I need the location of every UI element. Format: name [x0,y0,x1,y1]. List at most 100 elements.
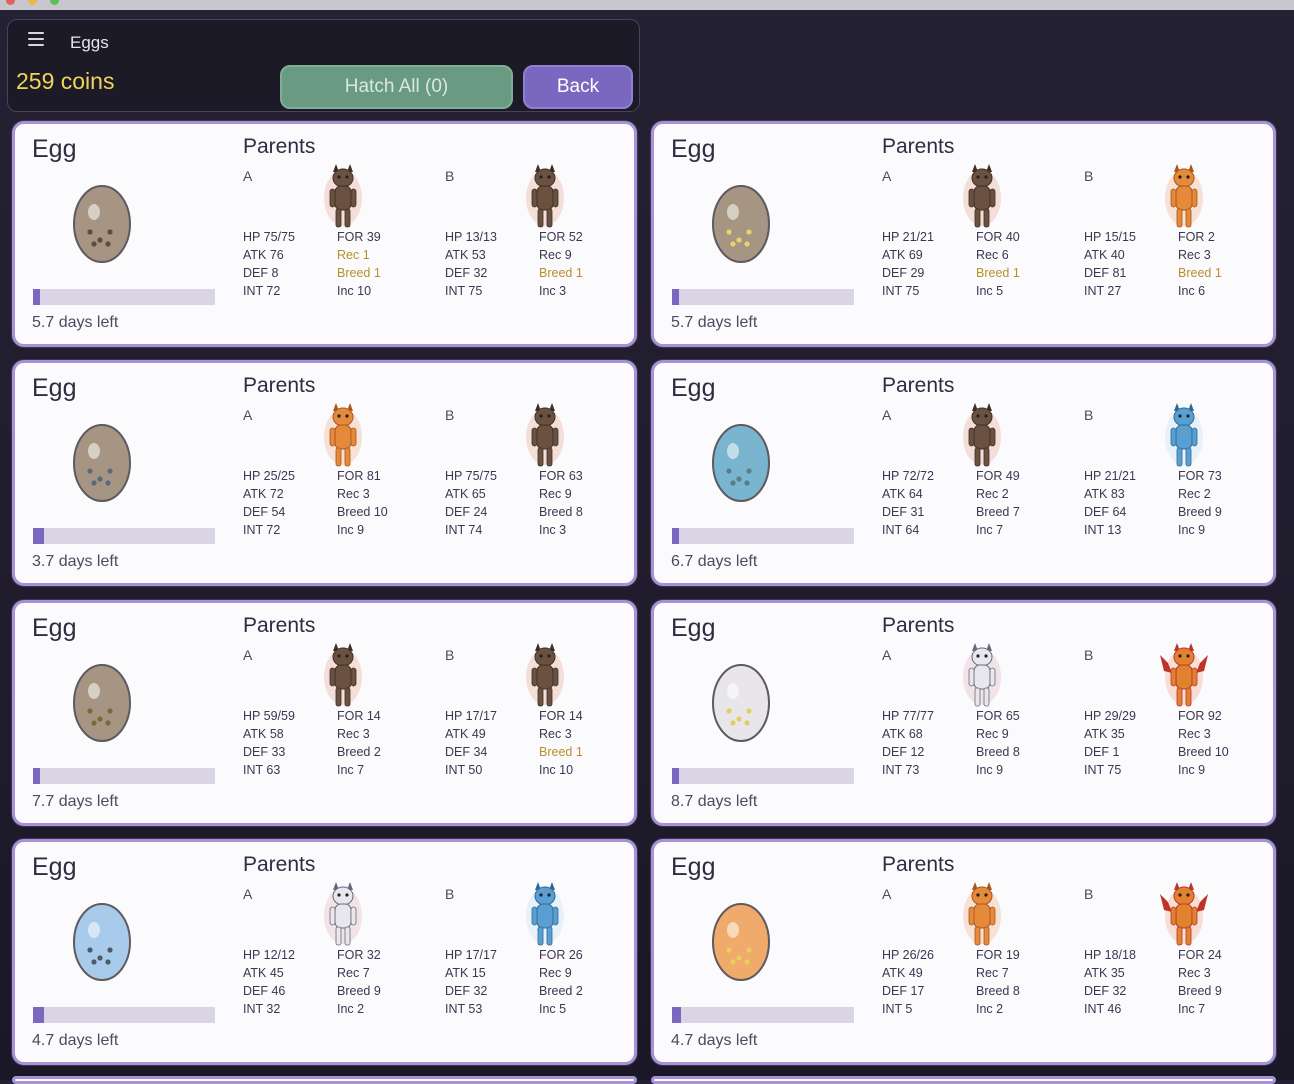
egg-card[interactable]: Egg 8.7 days left Parents A HP 77/77 ATK 68… [651,600,1276,826]
creature-icon[interactable] [521,880,569,950]
egg-icon [70,419,134,503]
stat-value: 8 [271,266,279,280]
creature-icon[interactable] [319,401,367,471]
stat-label: Rec [539,966,565,980]
stat-value: 17 [910,984,925,998]
stat-value: 9 [996,763,1004,777]
stat-value: 9 [1001,727,1009,741]
parent-a-label: A [882,886,892,902]
stat-label: Breed [337,984,374,998]
stat-breed: Breed 2 [539,984,583,998]
egg-title: Egg [671,135,716,163]
creature-icon[interactable] [958,641,1006,711]
stat-value: 3 [564,727,572,741]
stat-value: 49 [908,966,923,980]
maximize-window-button[interactable] [50,0,59,5]
egg-card[interactable]: Egg 3.7 days left Parents A HP 25/25 ATK 72… [12,360,637,586]
stat-label: Inc [539,284,560,298]
stat-value: 29/29 [1104,709,1136,723]
stat-atk: ATK 76 [243,248,284,262]
stat-label: Inc [337,284,358,298]
stat-for: FOR 14 [539,709,583,723]
stat-label: Breed [337,505,374,519]
creature-icon[interactable] [319,641,367,711]
creature-icon[interactable] [521,641,569,711]
stat-int: INT 13 [1084,523,1121,537]
creature-icon[interactable] [521,162,569,232]
stat-hp: HP 21/21 [882,230,934,244]
creature-icon[interactable] [958,880,1006,950]
stat-label: ATK [243,727,270,741]
stat-label: DEF [445,505,474,519]
menu-icon[interactable] [28,32,44,46]
progress-fill [33,1007,44,1023]
stat-label: Inc [1178,523,1199,537]
stat-value: 7 [1198,1002,1206,1016]
stat-breed: Breed 9 [1178,984,1222,998]
stat-int: INT 53 [445,1002,482,1016]
creature-icon[interactable] [319,162,367,232]
progress-fill [672,528,680,544]
stat-atk: ATK 68 [882,727,923,741]
stat-label: Breed [1178,266,1215,280]
stat-value: 83 [1110,487,1125,501]
stat-value: 34 [473,745,488,759]
creature-icon[interactable] [521,401,569,471]
stat-value: 75/75 [263,230,295,244]
stat-label: Breed [1178,505,1215,519]
stat-label: HP [445,469,466,483]
creature-icon[interactable] [1160,401,1208,471]
stat-value: 75 [1107,763,1122,777]
stat-label: Breed [976,984,1013,998]
back-button[interactable]: Back [523,65,633,109]
hatch-all-button[interactable]: Hatch All (0) [280,65,513,109]
creature-icon[interactable] [958,401,1006,471]
stat-label: DEF [243,984,272,998]
stat-value: 14 [366,709,381,723]
stat-label: Inc [976,284,997,298]
creature-icon[interactable] [1160,641,1208,711]
stat-value: 8 [575,505,583,519]
stat-value: 5 [559,1002,567,1016]
stat-label: ATK [243,248,270,262]
egg-card[interactable]: Egg 5.7 days left Parents A HP 21/21 ATK 69… [651,121,1276,347]
stat-atk: ATK 35 [1084,966,1125,980]
stat-atk: ATK 45 [243,966,284,980]
stat-label: Rec [539,487,565,501]
egg-title: Egg [32,374,77,402]
stat-label: Breed [337,745,374,759]
close-window-button[interactable] [6,0,15,5]
stat-label: Inc [976,763,997,777]
stat-breed: Breed 9 [1178,505,1222,519]
stat-breed: Breed 7 [976,505,1020,519]
stat-value: 9 [564,966,572,980]
stat-int: INT 75 [1084,763,1121,777]
egg-card[interactable]: Egg 6.7 days left Parents A HP 72/72 ATK 64… [651,360,1276,586]
stat-label: HP [445,709,466,723]
stat-for: FOR 63 [539,469,583,483]
stat-value: 75/75 [465,469,497,483]
stat-label: Breed [1178,745,1215,759]
creature-icon[interactable] [958,162,1006,232]
stat-for: FOR 39 [337,230,381,244]
stat-def: DEF 81 [1084,266,1126,280]
creature-icon[interactable] [1160,880,1208,950]
minimize-window-button[interactable] [28,0,37,5]
stat-value: 15/15 [1104,230,1136,244]
stat-value: 32 [1112,984,1127,998]
creature-icon[interactable] [1160,162,1208,232]
stat-label: Breed [539,745,576,759]
incubation-progress-bar [33,289,215,305]
egg-card[interactable]: Egg 5.7 days left Parents A HP 75/75 ATK 76… [12,121,637,347]
stat-hp: HP 21/21 [1084,469,1136,483]
egg-card[interactable]: Egg 7.7 days left Parents A HP 59/59 ATK 58… [12,600,637,826]
egg-card[interactable]: Egg 4.7 days left Parents A HP 12/12 ATK 45… [12,839,637,1065]
stat-value: 49 [471,727,486,741]
parents-title: Parents [882,853,955,876]
stat-hp: HP 13/13 [445,230,497,244]
creature-icon[interactable] [319,880,367,950]
stat-label: INT [882,523,906,537]
parent-b-label: B [1084,168,1094,184]
egg-card[interactable]: Egg 4.7 days left Parents A HP 26/26 ATK 49… [651,839,1276,1065]
stat-int: INT 74 [445,523,482,537]
